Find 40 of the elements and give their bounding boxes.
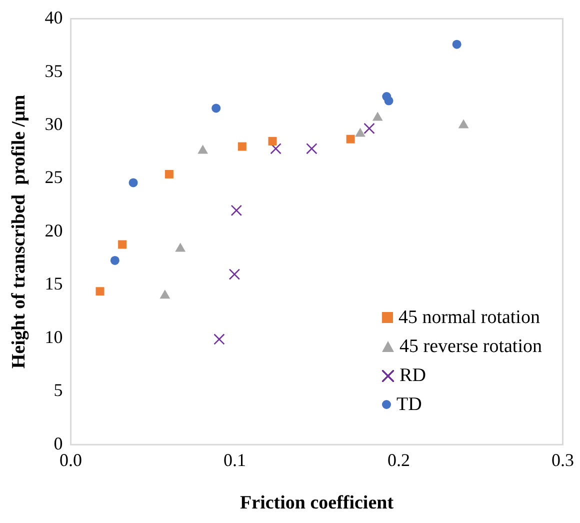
point — [198, 144, 208, 154]
point — [270, 143, 282, 154]
point — [452, 40, 462, 49]
point — [384, 96, 394, 106]
point — [212, 104, 221, 113]
point — [118, 240, 127, 249]
point — [355, 128, 366, 137]
x-tick-label: 0.2 — [388, 450, 410, 470]
point — [128, 178, 138, 188]
legend-label: 45 reverse rotation — [400, 335, 542, 359]
x-axis-title: Friction coefficient — [240, 492, 394, 514]
y-axis-title: Height of transcribed profile /μm — [8, 94, 30, 369]
point — [372, 112, 383, 121]
point — [364, 122, 375, 134]
x-tick-label: 0.3 — [552, 450, 574, 470]
y-tick-label: 5 — [54, 380, 63, 400]
point — [268, 136, 277, 146]
point — [110, 256, 120, 265]
point — [458, 119, 469, 128]
legend-label: RD — [400, 364, 426, 388]
y-tick-label: 20 — [44, 220, 63, 240]
y-tick-label: 40 — [44, 8, 63, 28]
x-tick-label: 0.1 — [224, 450, 246, 470]
point — [175, 242, 186, 252]
y-tick-label: 30 — [44, 114, 63, 134]
point — [160, 290, 170, 299]
legend-label: TD — [396, 393, 422, 417]
point — [228, 268, 240, 280]
y-tick-label: 15 — [44, 274, 63, 294]
point — [230, 204, 242, 216]
point — [214, 334, 225, 345]
point — [164, 170, 174, 178]
point — [96, 287, 104, 296]
legend-label: 45 normal rotation — [398, 306, 540, 330]
point — [238, 142, 246, 151]
point — [306, 143, 318, 154]
y-tick-label: 25 — [44, 167, 63, 188]
y-tick-label: 10 — [44, 326, 63, 347]
y-tick-label: 35 — [44, 60, 63, 81]
point — [346, 134, 355, 144]
